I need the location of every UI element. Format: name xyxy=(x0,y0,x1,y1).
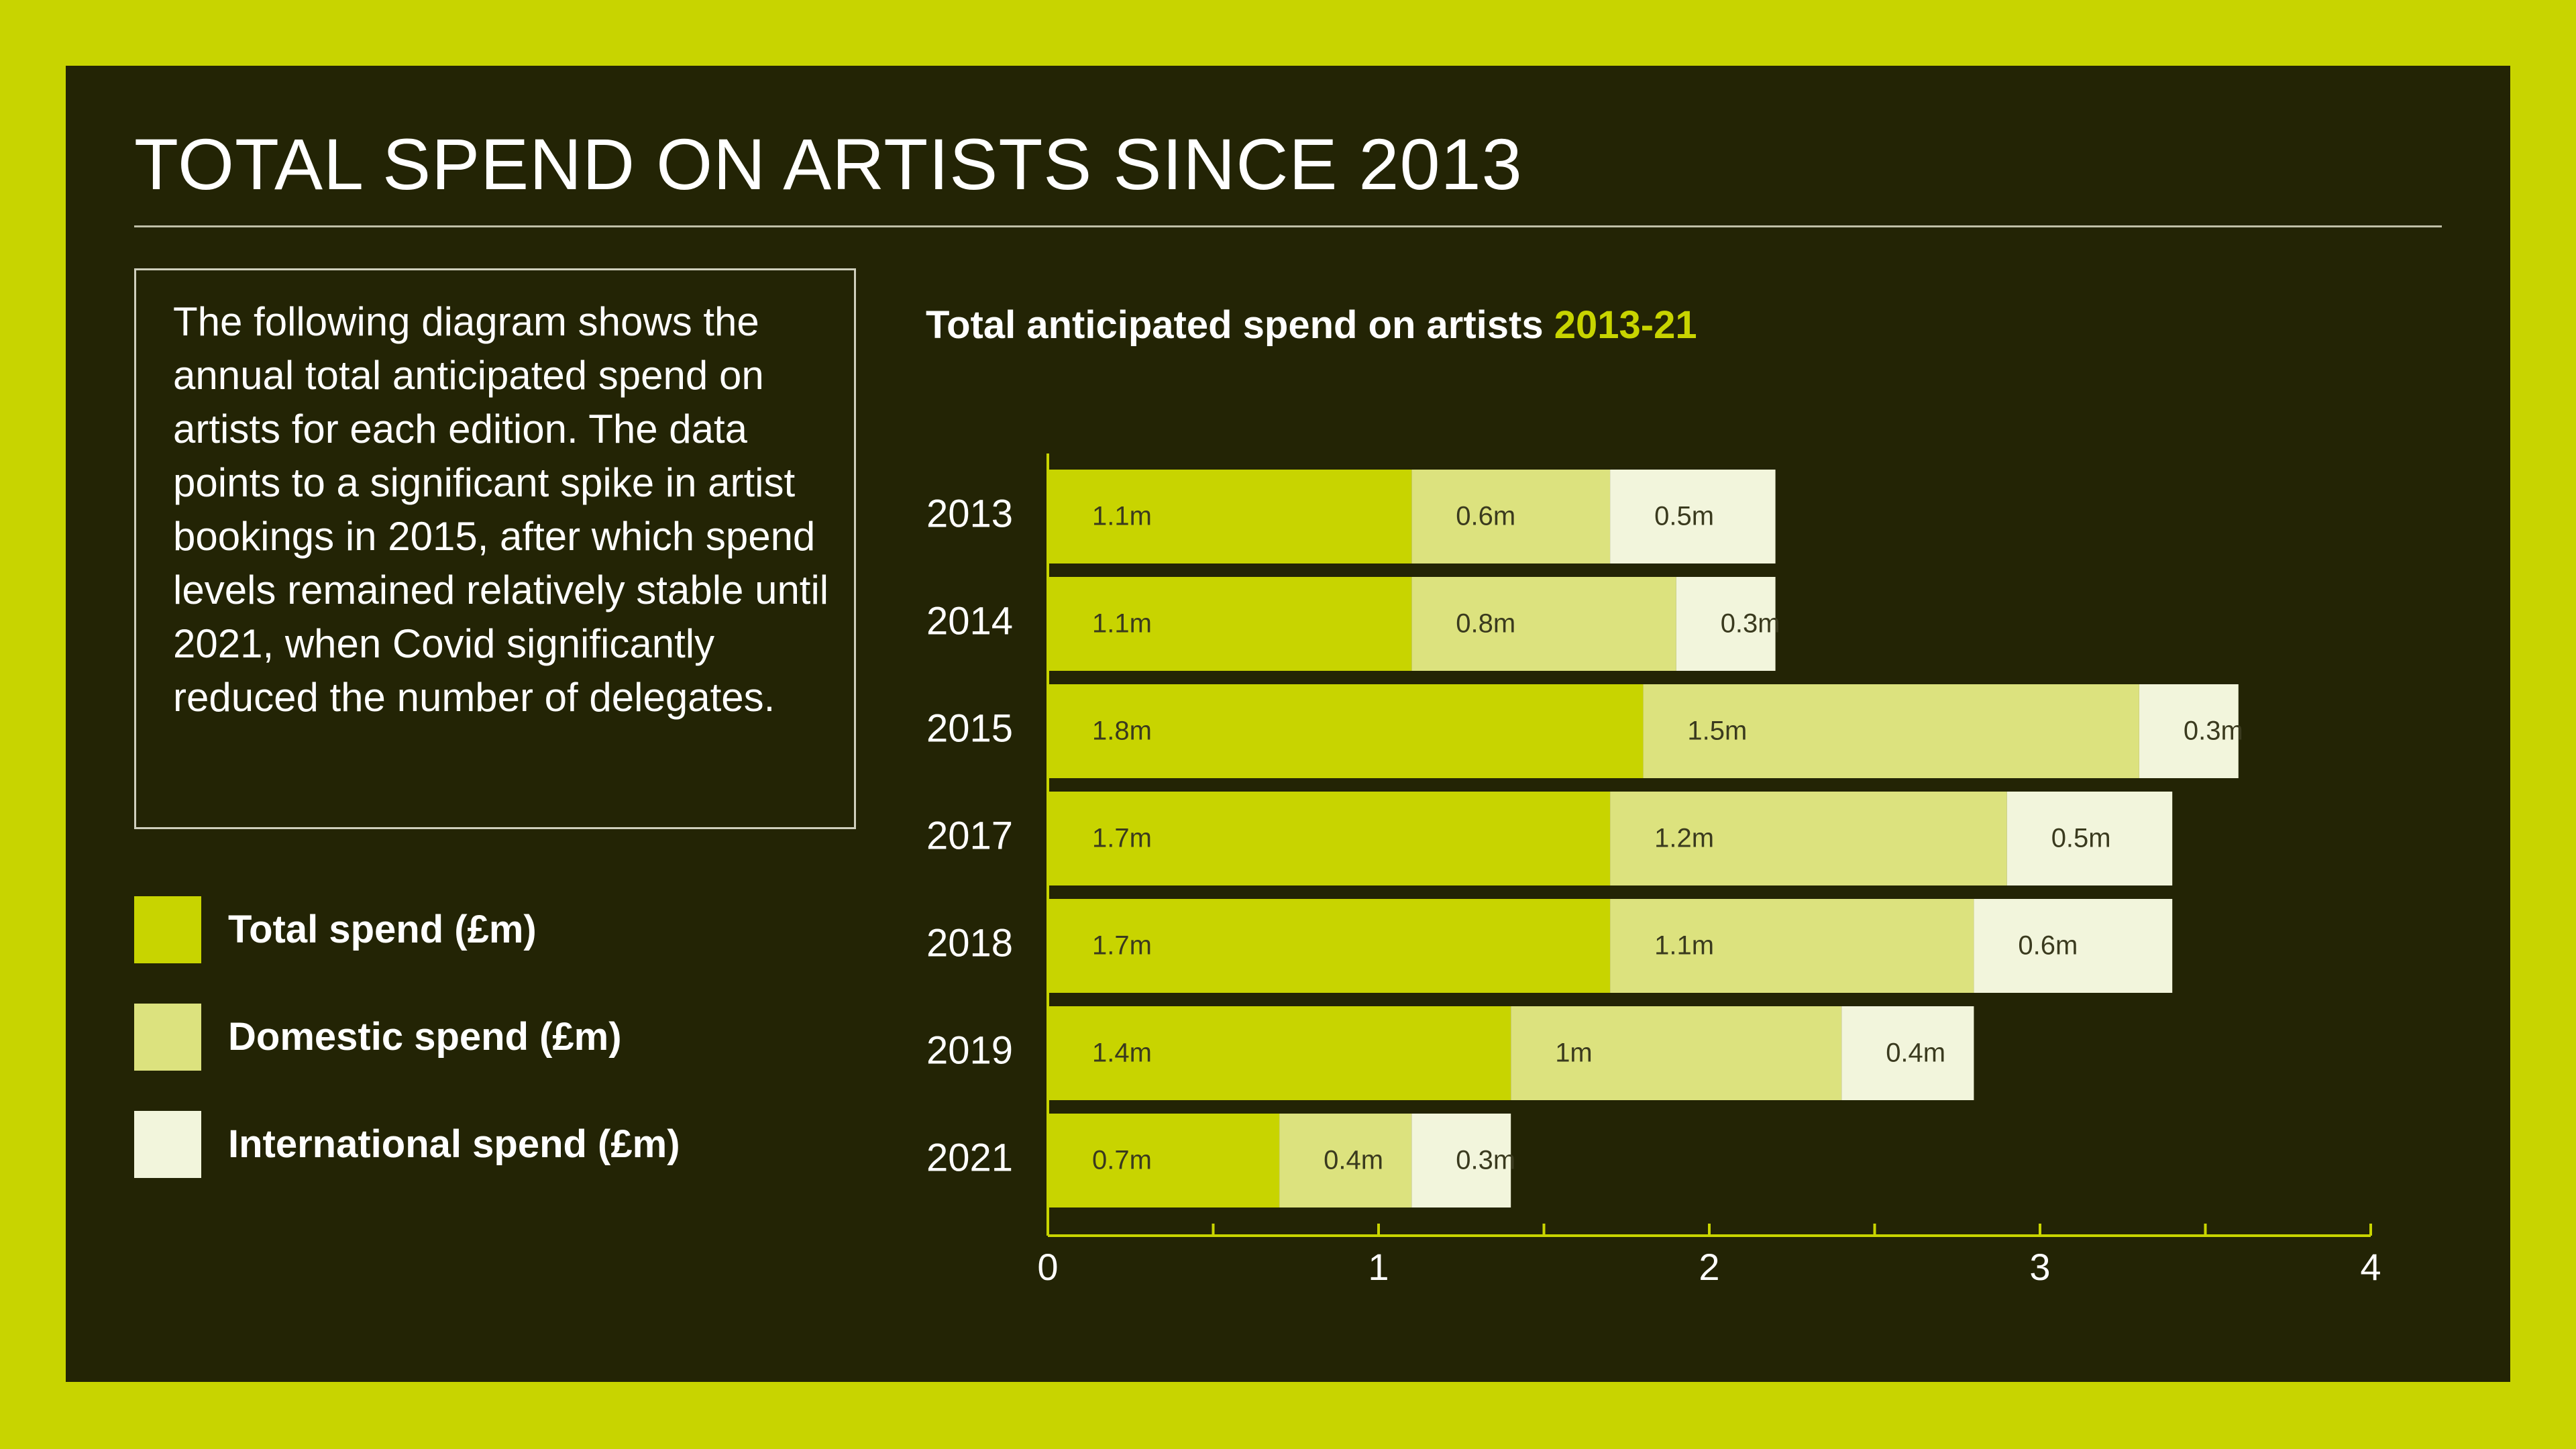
x-tick-label: 2 xyxy=(1699,1246,1719,1288)
data-label-international: 0.3m xyxy=(1456,1146,1515,1175)
data-label-total: 1.7m xyxy=(1092,824,1152,853)
bar-segment-total xyxy=(1048,470,1412,564)
data-label-international: 0.5m xyxy=(2051,824,2111,853)
bar-segment-total xyxy=(1048,792,1611,885)
bar-segment-international xyxy=(1411,1114,1511,1208)
bar-segment-total xyxy=(1048,684,1644,778)
data-label-international: 0.6m xyxy=(2018,931,2078,961)
data-label-total: 1.1m xyxy=(1092,609,1152,639)
legend-label-domestic: Domestic spend (£m) xyxy=(228,1015,622,1059)
category-label: 2013 xyxy=(926,492,1013,535)
bar-segment-international xyxy=(1841,1006,1974,1100)
description-box xyxy=(134,268,856,829)
bar-segment-international xyxy=(2006,792,2173,885)
bar-segment-total xyxy=(1048,899,1611,993)
bar-segment-total xyxy=(1048,1114,1280,1208)
title-divider xyxy=(134,225,2442,227)
category-label: 2019 xyxy=(926,1028,1013,1072)
data-label-international: 0.3m xyxy=(2184,716,2243,746)
category-label: 2021 xyxy=(926,1136,1013,1179)
category-label: 2014 xyxy=(926,599,1013,643)
bar-segment-domestic xyxy=(1610,899,1974,993)
bar-segment-domestic xyxy=(1411,470,1611,564)
data-label-total: 1.7m xyxy=(1092,931,1152,961)
x-tick-label: 1 xyxy=(1368,1246,1389,1288)
data-label-domestic: 1m xyxy=(1555,1038,1593,1068)
bar-segment-total xyxy=(1048,577,1412,671)
data-label-domestic: 0.8m xyxy=(1456,609,1515,639)
category-label: 2015 xyxy=(926,706,1013,750)
description-text: The following diagram shows the annual t… xyxy=(173,299,829,720)
bar-segment-domestic xyxy=(1610,792,2007,885)
legend-label-international: International spend (£m) xyxy=(228,1122,680,1166)
bar-segment-international xyxy=(2139,684,2239,778)
data-label-domestic: 0.4m xyxy=(1324,1146,1383,1175)
x-tick-label: 4 xyxy=(2360,1246,2381,1288)
data-label-total: 1.8m xyxy=(1092,716,1152,746)
legend-swatch-total xyxy=(134,896,201,963)
data-label-domestic: 0.6m xyxy=(1456,502,1515,531)
data-label-international: 0.5m xyxy=(1654,502,1714,531)
chart-title-main: Total anticipated spend on artists xyxy=(926,303,1544,347)
x-tick-label: 3 xyxy=(2029,1246,2050,1288)
data-label-domestic: 1.1m xyxy=(1654,931,1714,961)
legend-swatch-international xyxy=(134,1111,201,1178)
legend-swatch-domestic xyxy=(134,1004,201,1071)
bar-segment-international xyxy=(1974,899,2173,993)
bar-segment-total xyxy=(1048,1006,1511,1100)
bar-segment-domestic xyxy=(1411,577,1676,671)
category-label: 2017 xyxy=(926,814,1013,857)
data-label-domestic: 1.2m xyxy=(1654,824,1714,853)
data-label-total: 1.4m xyxy=(1092,1038,1152,1068)
bar-segment-international xyxy=(1610,470,1776,564)
bar-segment-domestic xyxy=(1511,1006,1842,1100)
data-label-total: 1.1m xyxy=(1092,502,1152,531)
data-label-international: 0.4m xyxy=(1886,1038,1945,1068)
data-label-international: 0.3m xyxy=(1721,609,1780,639)
data-label-domestic: 1.5m xyxy=(1687,716,1747,746)
legend-label-total: Total spend (£m) xyxy=(228,908,537,951)
bar-segment-international xyxy=(1676,577,1776,671)
x-tick-label: 0 xyxy=(1037,1246,1058,1288)
chart-title-years: 2013-21 xyxy=(1554,303,1697,347)
bar-segment-domestic xyxy=(1279,1114,1412,1208)
category-label: 2018 xyxy=(926,921,1013,965)
bar-segment-domestic xyxy=(1643,684,2139,778)
chart-title: Total anticipated spend on artists 2013-… xyxy=(926,295,1697,356)
data-label-total: 0.7m xyxy=(1092,1146,1152,1175)
page-title: TOTAL SPEND ON ARTISTS SINCE 2013 xyxy=(134,123,1523,205)
